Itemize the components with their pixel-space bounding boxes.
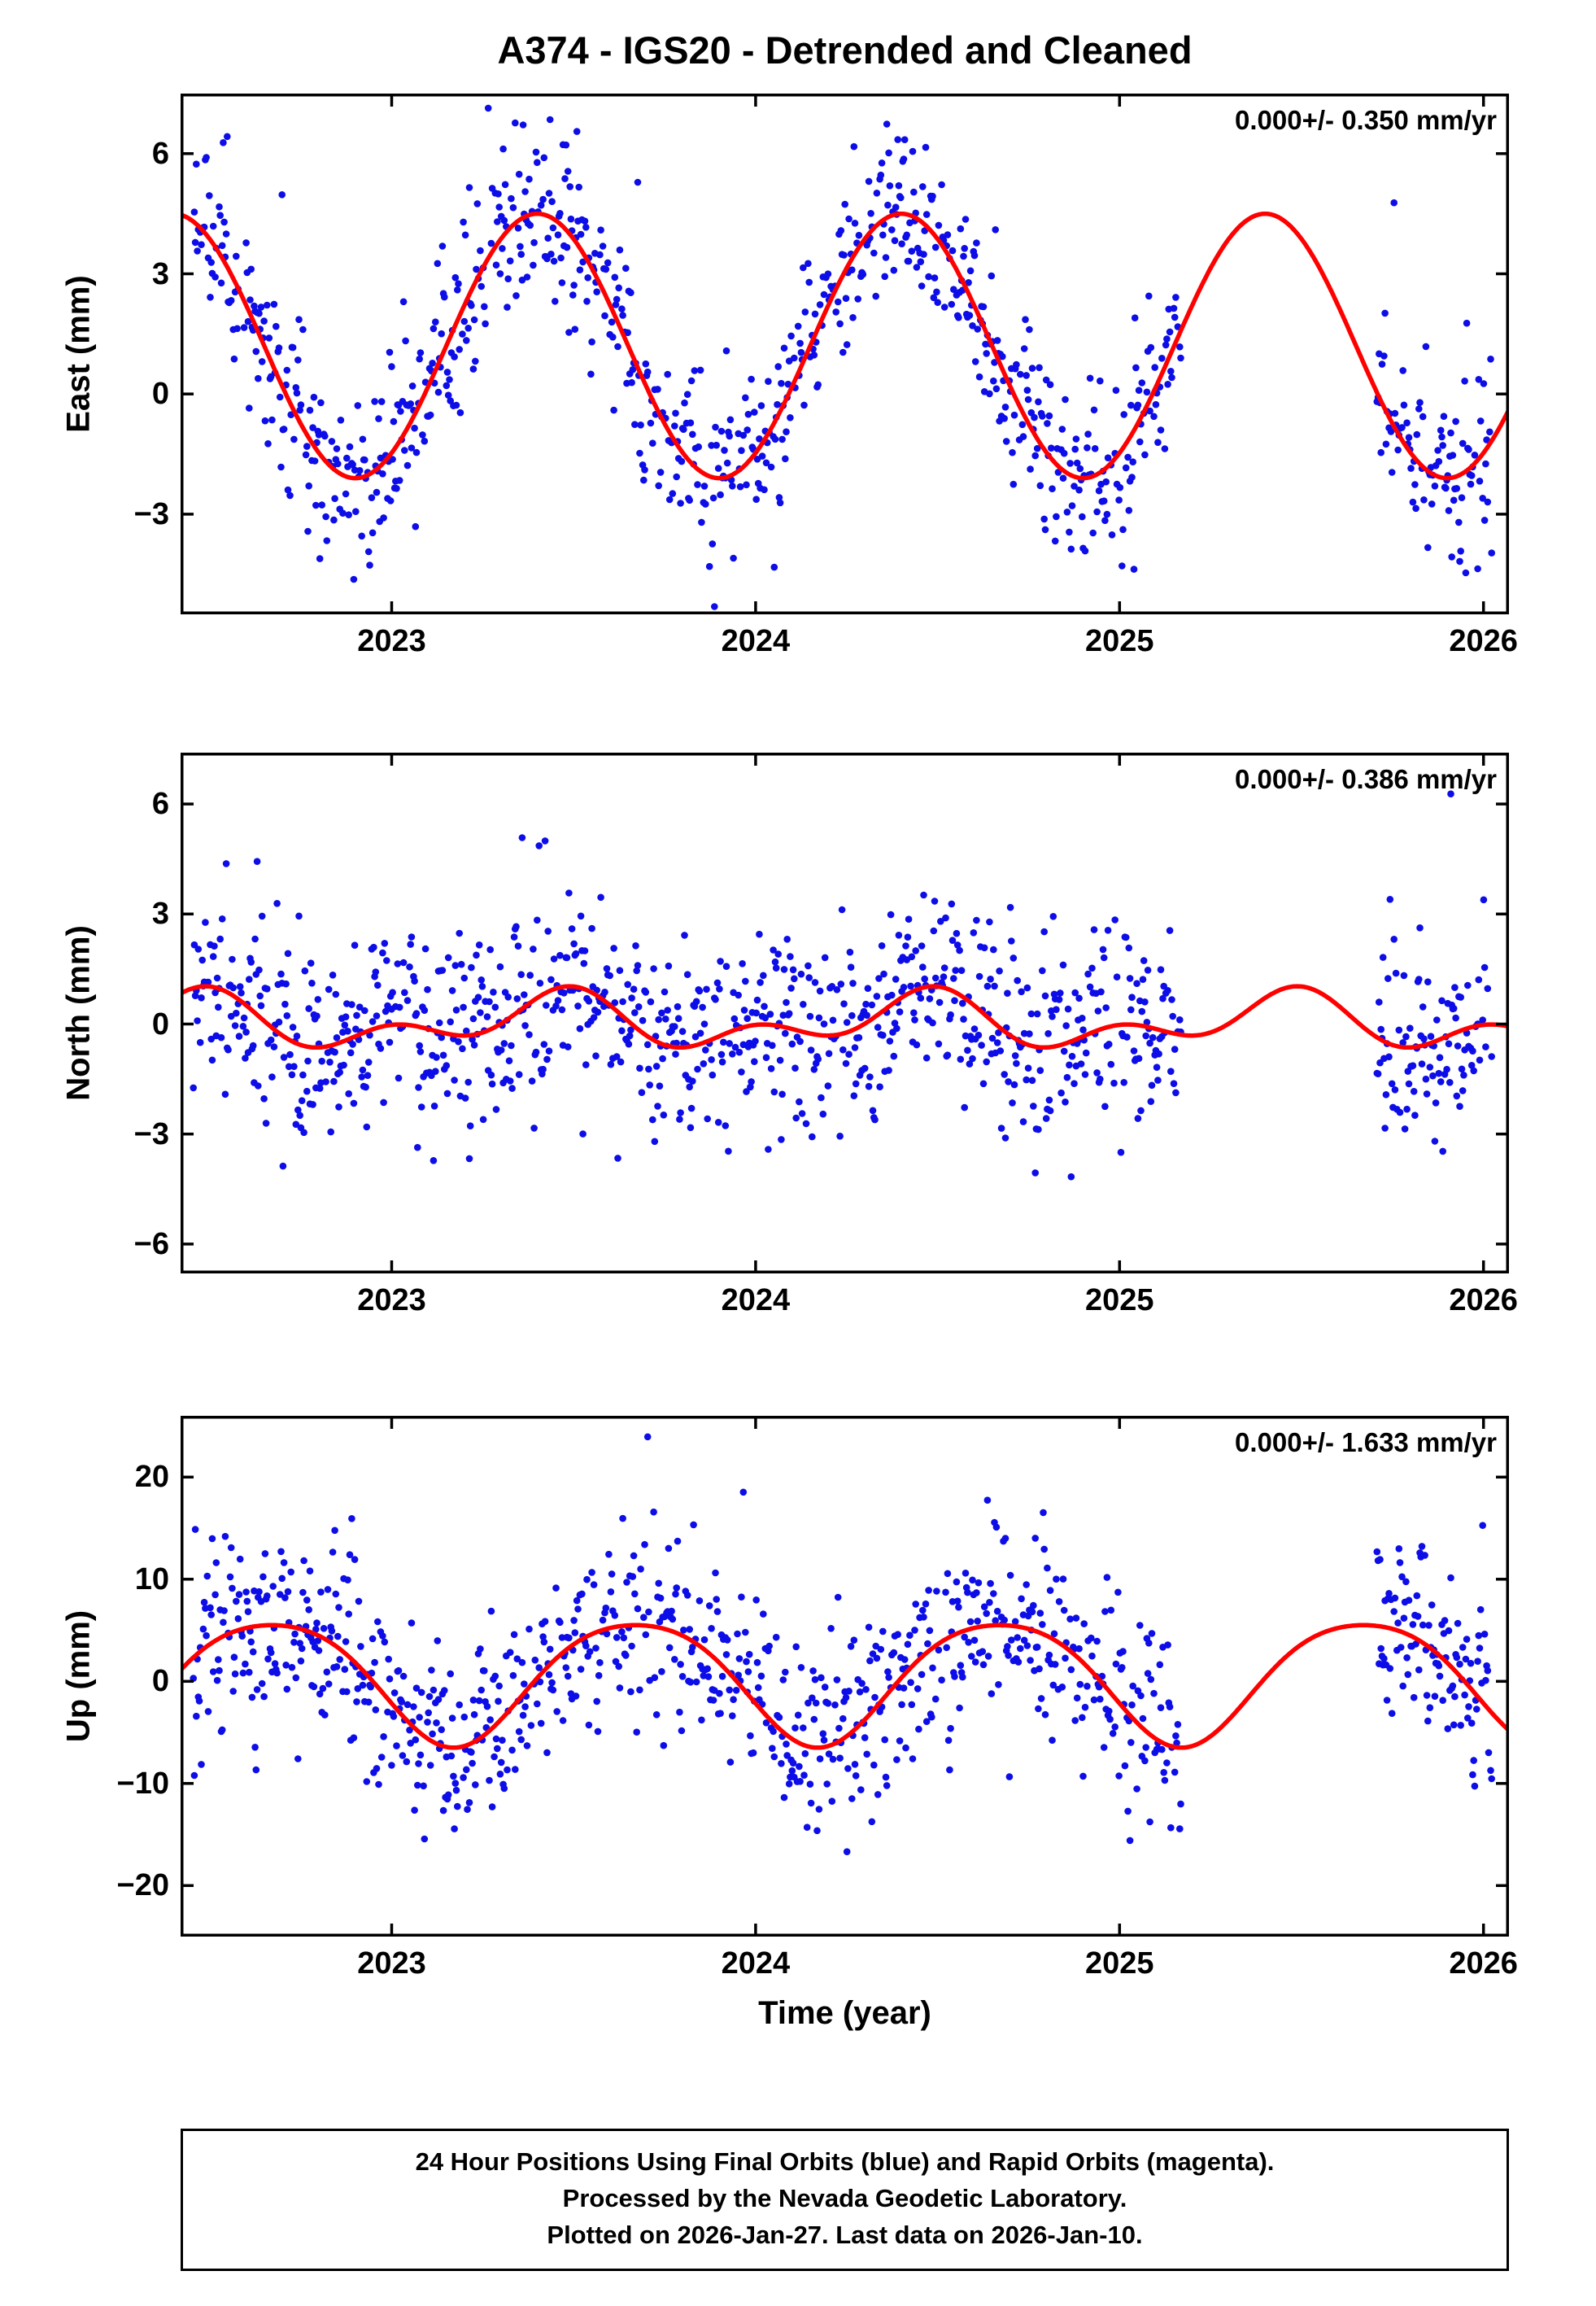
x-tick-label-up: 2024 (721, 1946, 791, 1981)
y-tick-label-north: 0 (151, 1007, 169, 1042)
scatter-points-north (190, 790, 1495, 1181)
plot-frame-east (181, 94, 1509, 614)
plot-frame-north (181, 753, 1509, 1273)
plot-frame-up (181, 1416, 1509, 1937)
footer-line-1: 24 Hour Positions Using Final Orbits (bl… (415, 2147, 1275, 2176)
rate-annotation-up: 0.000+/- 1.633 mm/yr (1235, 1427, 1497, 1457)
model-curve-up (182, 1622, 1507, 1750)
y-tick-label-up: 20 (134, 1460, 169, 1495)
y-tick-label-up: 0 (151, 1664, 169, 1699)
plot-area-up (181, 1416, 1509, 1937)
x-tick-label-east: 2025 (1085, 624, 1154, 658)
y-tick-label-up: −20 (116, 1868, 169, 1903)
y-tick-label-north: −3 (133, 1116, 169, 1151)
x-tick-label-north: 2023 (357, 1283, 426, 1317)
x-tick-label-north: 2024 (721, 1283, 791, 1317)
x-tick-label-north: 2025 (1085, 1283, 1154, 1317)
footer-line-2: Processed by the Nevada Geodetic Laborat… (562, 2183, 1127, 2212)
axis-ticks-north (181, 753, 1509, 1273)
x-tick-label-up: 2025 (1085, 1946, 1154, 1981)
x-axis-label: Time (year) (758, 1995, 931, 2031)
rate-annotation-north: 0.000+/- 0.386 mm/yr (1235, 764, 1497, 794)
x-tick-label-up: 2023 (357, 1946, 426, 1981)
scatter-points-up (190, 1433, 1495, 1855)
footer-line-3: Plotted on 2026-Jan-27. Last data on 202… (547, 2220, 1143, 2249)
model-curve-north (182, 984, 1507, 1050)
x-tick-label-east: 2024 (721, 624, 791, 658)
y-tick-label-east: 0 (151, 377, 169, 412)
x-tick-label-east: 2023 (357, 624, 426, 658)
y-tick-label-east: 6 (151, 136, 169, 171)
plot-area-east (181, 94, 1509, 614)
y-tick-label-north: −6 (133, 1226, 169, 1261)
panel-up: Up (mm) 0.000+/- 1.633 mm/yr −20 −10 0 10 20… (0, 1416, 1596, 1995)
panel-north: North (mm) 0.000+/- 0.386 mm/yr −6 −3 0 3 6 2… (0, 753, 1596, 1332)
y-tick-label-east: 3 (151, 256, 169, 291)
model-curve-east (182, 211, 1507, 481)
y-tick-label-up: 10 (134, 1561, 169, 1596)
panel-east: East (mm) 0.000+/- 0.350 mm/yr −3 0 3 6 2023… (0, 94, 1596, 673)
chart-title: A374 - IGS20 - Detrended and Cleaned (497, 28, 1193, 72)
x-tick-label-east: 2026 (1449, 624, 1518, 658)
axis-ticks-up (181, 1416, 1509, 1937)
plot-area-north (181, 753, 1509, 1273)
rate-annotation-east: 0.000+/- 0.350 mm/yr (1235, 105, 1497, 135)
footer-caption-box: 24 Hour Positions Using Final Orbits (bl… (181, 2129, 1509, 2271)
y-tick-label-east: −3 (133, 496, 169, 531)
x-tick-label-north: 2026 (1449, 1283, 1518, 1317)
y-tick-label-up: −10 (116, 1766, 169, 1801)
y-tick-label-north: 6 (151, 787, 169, 822)
x-tick-label-up: 2026 (1449, 1946, 1518, 1981)
scatter-points-east (190, 104, 1495, 610)
y-tick-label-north: 3 (151, 897, 169, 932)
